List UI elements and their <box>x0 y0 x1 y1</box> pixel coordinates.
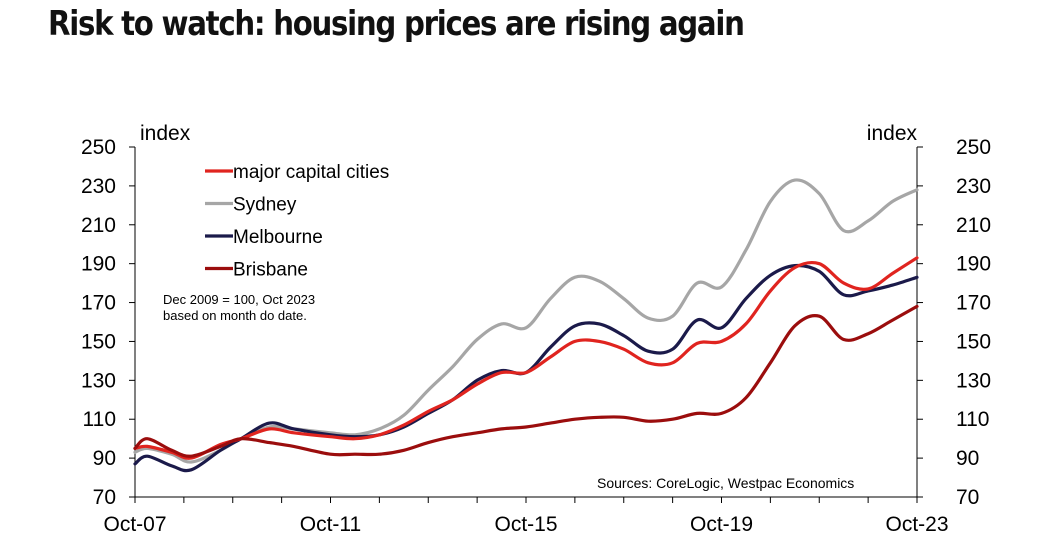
y-tick-label-right: 70 <box>956 486 979 509</box>
series-line-brisbane <box>133 304 919 458</box>
series-lines <box>133 178 919 473</box>
y-tick-label-left: 190 <box>81 253 116 276</box>
y-tick-label-right: 170 <box>956 292 991 315</box>
x-tick-label: Oct-11 <box>300 513 361 536</box>
y-tick-label-left: 170 <box>81 292 116 315</box>
y-tick-label-left: 110 <box>83 408 116 431</box>
legend-label: Sydney <box>233 195 297 216</box>
y-tick-label-left: 150 <box>81 330 116 353</box>
y-tick-label-right: 90 <box>956 447 979 470</box>
x-tick-label: Oct-23 <box>885 513 948 536</box>
chart-title: Risk to watch: housing prices are rising… <box>48 4 745 44</box>
y-tick-label-left: 230 <box>81 175 116 198</box>
series-line-major-capital-cities <box>133 256 919 460</box>
left-axis-unit-label: index <box>140 122 191 145</box>
y-tick-label-right: 130 <box>956 369 991 392</box>
legend: major capital cities Sydney Melbourne Brisb… <box>205 162 389 281</box>
legend-label: Melbourne <box>233 227 323 248</box>
y-tick-label-right: 230 <box>956 175 991 198</box>
y-tick-label-left: 70 <box>93 486 116 509</box>
x-tick-label: Oct-07 <box>103 513 166 536</box>
axes: 70 70 90 90 110 110 130 130 150 150 170 170 190 190 21… <box>81 136 991 536</box>
legend-label: Brisbane <box>233 260 308 281</box>
y-tick-label-right: 210 <box>956 214 991 237</box>
y-tick-label-right: 150 <box>956 330 991 353</box>
y-tick-label-right: 110 <box>956 408 989 431</box>
base-note: Dec 2009 = 100, Oct 2023 based on month d… <box>163 292 315 323</box>
y-tick-label-left: 90 <box>93 447 116 470</box>
y-tick-label-left: 130 <box>81 369 116 392</box>
y-tick-label-left: 250 <box>81 136 116 159</box>
legend-label: major capital cities <box>233 162 389 183</box>
x-tick-label: Oct-19 <box>690 513 753 536</box>
y-tick-label-right: 190 <box>956 253 991 276</box>
x-tick-label: Oct-15 <box>494 513 557 536</box>
right-axis-unit-label: index <box>867 122 918 145</box>
source-note: Sources: CoreLogic, Westpac Economics <box>597 475 854 491</box>
y-tick-label-right: 250 <box>956 136 991 159</box>
y-tick-label-left: 210 <box>81 214 116 237</box>
